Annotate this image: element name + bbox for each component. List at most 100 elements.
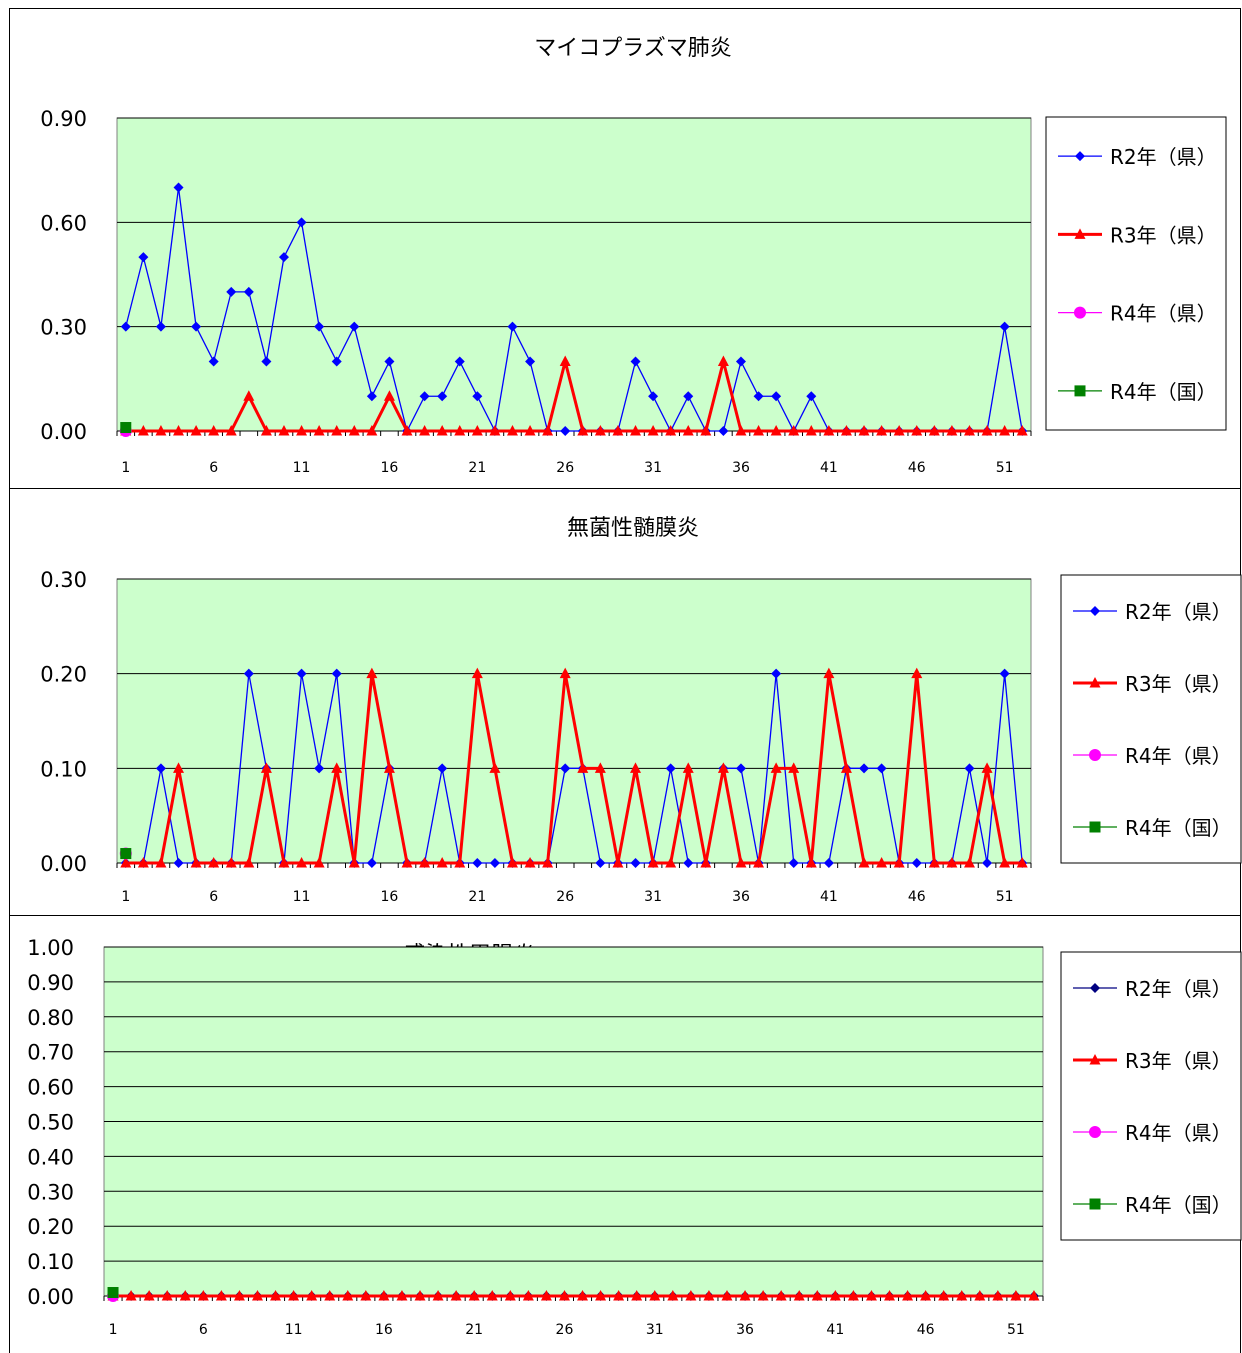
data-point (414, 1290, 426, 1301)
data-point (401, 425, 413, 436)
data-point (788, 858, 799, 868)
legend-box (1045, 116, 1227, 431)
legend-label: R4年（国） (1110, 380, 1217, 404)
x-tick-label: 11 (293, 889, 311, 905)
data-point (612, 857, 624, 868)
chart-panel-aseptic-meningitis: 無菌性髄膜炎 0.30 0.20 0.10 0.00 1 6 11 16 21 26 31 36 41 46… (0, 489, 1242, 916)
legend-label: R3年（県） (1110, 223, 1217, 247)
data-point (559, 355, 571, 366)
data-point (489, 858, 500, 868)
data-point (486, 1290, 498, 1301)
data-point (506, 857, 518, 868)
panel-separator (9, 915, 1241, 916)
data-point (225, 425, 237, 436)
data-point (471, 667, 483, 679)
data-point (208, 356, 219, 367)
data-point (964, 763, 975, 774)
data-point (859, 763, 870, 774)
data-point (823, 858, 834, 868)
data-point (718, 426, 729, 436)
data-point (893, 425, 905, 436)
data-point (956, 1290, 968, 1301)
legend-marker (1090, 606, 1100, 616)
data-point (208, 425, 220, 436)
data-point (1028, 1290, 1040, 1301)
data-point (558, 1290, 570, 1301)
data-point (366, 858, 377, 868)
data-point (489, 762, 501, 773)
data-point (920, 1290, 932, 1301)
x-tick-label: 1 (109, 1322, 118, 1338)
x-tick-label: 6 (209, 889, 218, 905)
data-point (437, 391, 448, 402)
data-point (349, 321, 360, 332)
data-point (902, 1290, 914, 1301)
data-point (143, 1290, 155, 1301)
data-point (982, 858, 993, 868)
data-point (683, 391, 694, 402)
data-point (911, 667, 923, 679)
chart-title-main: マイコプラズマ肺炎 (534, 36, 732, 61)
data-point (793, 1290, 805, 1301)
data-point (805, 425, 817, 436)
data-point (243, 857, 255, 868)
legend-marker (1089, 1198, 1101, 1210)
data-point (840, 762, 852, 773)
data-point (647, 425, 659, 436)
data-point (314, 321, 325, 332)
data-point (296, 425, 308, 436)
data-point (383, 390, 395, 401)
legend-marker (1089, 1126, 1101, 1138)
data-point (631, 1290, 643, 1301)
data-point (876, 857, 888, 868)
data-point (683, 858, 694, 868)
y-tick-label: 0.70 (27, 1041, 74, 1065)
data-point (401, 857, 413, 868)
data-point (811, 1290, 823, 1301)
series-line (125, 361, 1023, 433)
data-point (366, 391, 377, 402)
data-point (963, 425, 975, 436)
data-point (577, 425, 589, 436)
y-tick-label: 0.30 (40, 316, 87, 340)
data-point (974, 1290, 986, 1301)
x-tick-label: 26 (556, 1322, 574, 1338)
x-tick-label: 6 (209, 460, 218, 476)
data-point (559, 667, 571, 679)
data-point (999, 857, 1011, 868)
data-point (595, 1290, 607, 1301)
data-point (504, 1290, 516, 1301)
data-point (120, 321, 131, 332)
data-point (840, 425, 852, 436)
data-point (419, 857, 431, 868)
data-point (682, 425, 694, 436)
chart-title-main: 無菌性髄膜炎 (567, 516, 699, 541)
series-line (125, 673, 1023, 865)
data-point (876, 763, 887, 774)
data-point (419, 391, 430, 402)
y-tick-label: 0.20 (40, 663, 87, 687)
data-point (630, 762, 642, 773)
data-point (419, 425, 431, 436)
x-tick-label: 31 (646, 1322, 664, 1338)
data-point (120, 422, 132, 434)
data-point (454, 356, 465, 367)
data-point (630, 356, 641, 367)
data-point (665, 763, 676, 774)
x-tick-label: 1 (121, 889, 130, 905)
data-point (306, 1290, 318, 1301)
data-point (120, 848, 132, 860)
y-tick-label: 1.00 (27, 936, 74, 960)
data-point (700, 425, 712, 436)
data-point (313, 425, 325, 436)
x-tick-label: 41 (820, 460, 838, 476)
chart-title: 無菌性髄膜炎 (567, 516, 699, 541)
x-tick-label: 51 (996, 889, 1014, 905)
data-point (233, 1290, 245, 1301)
data-point (560, 763, 571, 774)
data-point (107, 1287, 119, 1299)
data-point (243, 390, 255, 401)
legend-marker (1090, 983, 1100, 993)
data-point (225, 857, 237, 868)
data-point (173, 425, 185, 436)
